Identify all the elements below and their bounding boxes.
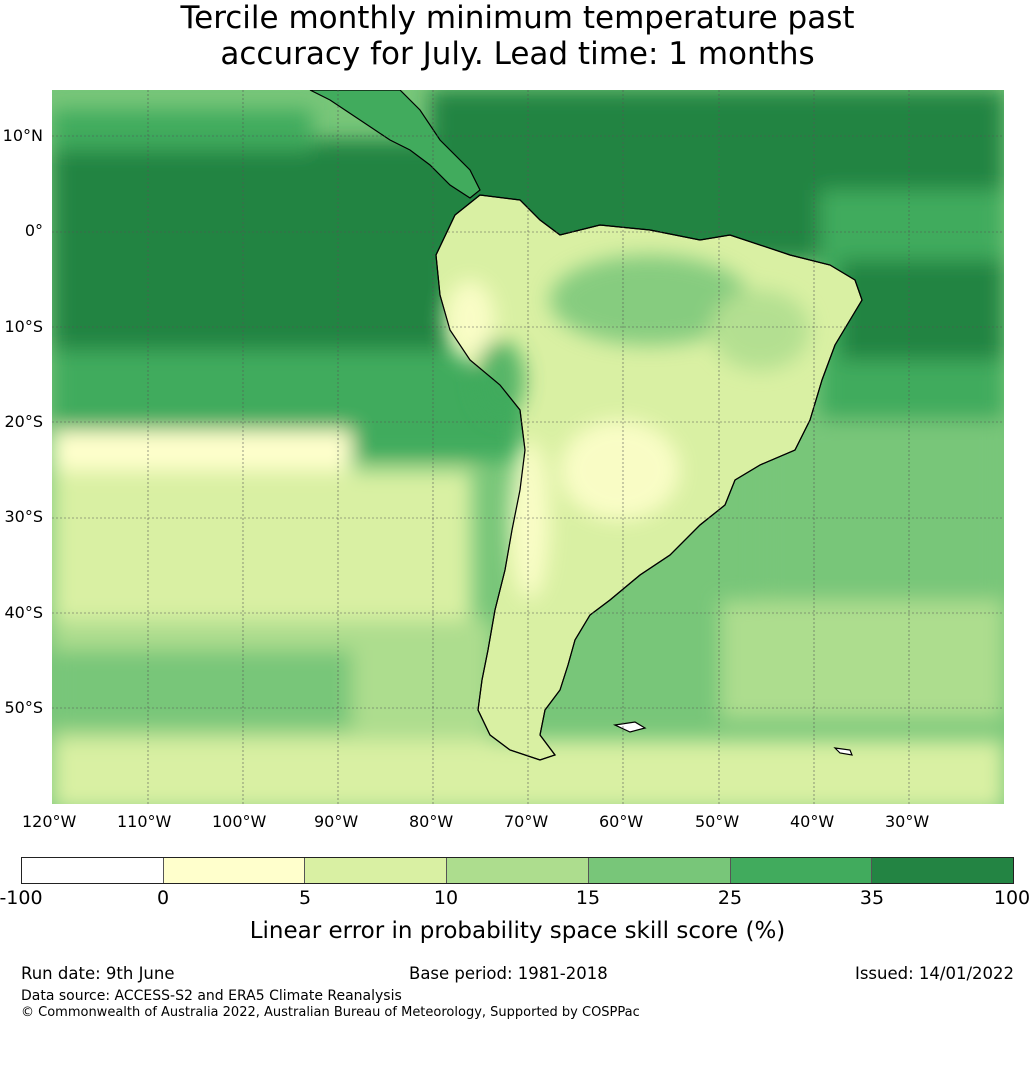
lon-label: 30°W (885, 812, 930, 831)
issued-date: Issued: 14/01/2022 (854, 964, 1014, 983)
title-line-2: accuracy for July. Lead time: 1 months (220, 36, 815, 72)
lat-label: 50°S (4, 698, 43, 717)
lon-label: 60°W (599, 812, 644, 831)
colorbar-swatch (22, 858, 164, 883)
atlantic-east-green (760, 420, 1004, 600)
colorbar-swatch (588, 858, 731, 883)
lat-label: 10°S (4, 317, 43, 336)
skill-score-map (52, 90, 1004, 804)
colorbar-tick: 25 (717, 887, 743, 909)
south-georgia (833, 747, 853, 756)
pacific-south-green (52, 650, 352, 730)
colorbar-swatch (305, 858, 448, 883)
green-amazon-2 (710, 290, 810, 370)
base-period: Base period: 1981-2018 (409, 964, 608, 983)
gridlines (52, 90, 1004, 804)
lat-label: 40°S (4, 603, 43, 622)
lat-label: 0° (24, 221, 43, 240)
colorbar-tick: 15 (575, 887, 601, 909)
lon-label: 110°W (117, 812, 172, 831)
colorbar-swatch (163, 858, 306, 883)
pale-andes-2 (510, 440, 550, 600)
lon-label: 70°W (504, 812, 549, 831)
land-outline (435, 194, 863, 761)
lat-label: 30°S (4, 507, 43, 526)
colorbar-label: Linear error in probability space skill … (249, 918, 786, 944)
colorbar-tick: 0 (156, 887, 170, 909)
colorbar (21, 857, 1014, 884)
central-america-land (309, 90, 481, 199)
title-line-1: Tercile monthly minimum temperature past (180, 0, 855, 36)
lon-label: 40°W (790, 812, 835, 831)
data-source: Data source: ACCESS-S2 and ERA5 Climate … (21, 988, 402, 1004)
atlantic-dark (840, 260, 1004, 360)
colorbar-tick: 35 (859, 887, 885, 909)
colorbar-tick: 100 (993, 887, 1031, 909)
colorbar-swatch (447, 858, 589, 883)
map-title: Tercile monthly minimum temperature past… (0, 0, 1035, 72)
colorbar-tick: 5 (298, 887, 312, 909)
lon-label: 120°W (22, 812, 77, 831)
colorbar-tick: -100 (0, 887, 43, 909)
lon-label: 80°W (409, 812, 454, 831)
colorbar-tick: 10 (433, 887, 459, 909)
lat-label: 10°N (2, 126, 43, 145)
green-amazon (550, 255, 750, 345)
lon-label: 50°W (695, 812, 740, 831)
green-west-coast (475, 340, 525, 420)
lon-label: 90°W (314, 812, 359, 831)
atlantic-south-mid (720, 600, 1004, 720)
colorbar-swatch (730, 858, 873, 883)
lat-label: 20°S (4, 412, 43, 431)
copyright: © Commonwealth of Australia 2022, Austra… (21, 1005, 640, 1020)
falkland-islands (612, 721, 647, 733)
pale-andes-1 (445, 280, 495, 360)
run-date: Run date: 9th June (21, 964, 175, 983)
colorbar-swatch (872, 858, 1014, 883)
pale-interior (560, 420, 680, 520)
lon-label: 100°W (212, 812, 267, 831)
dark-north-band-2 (52, 110, 312, 150)
